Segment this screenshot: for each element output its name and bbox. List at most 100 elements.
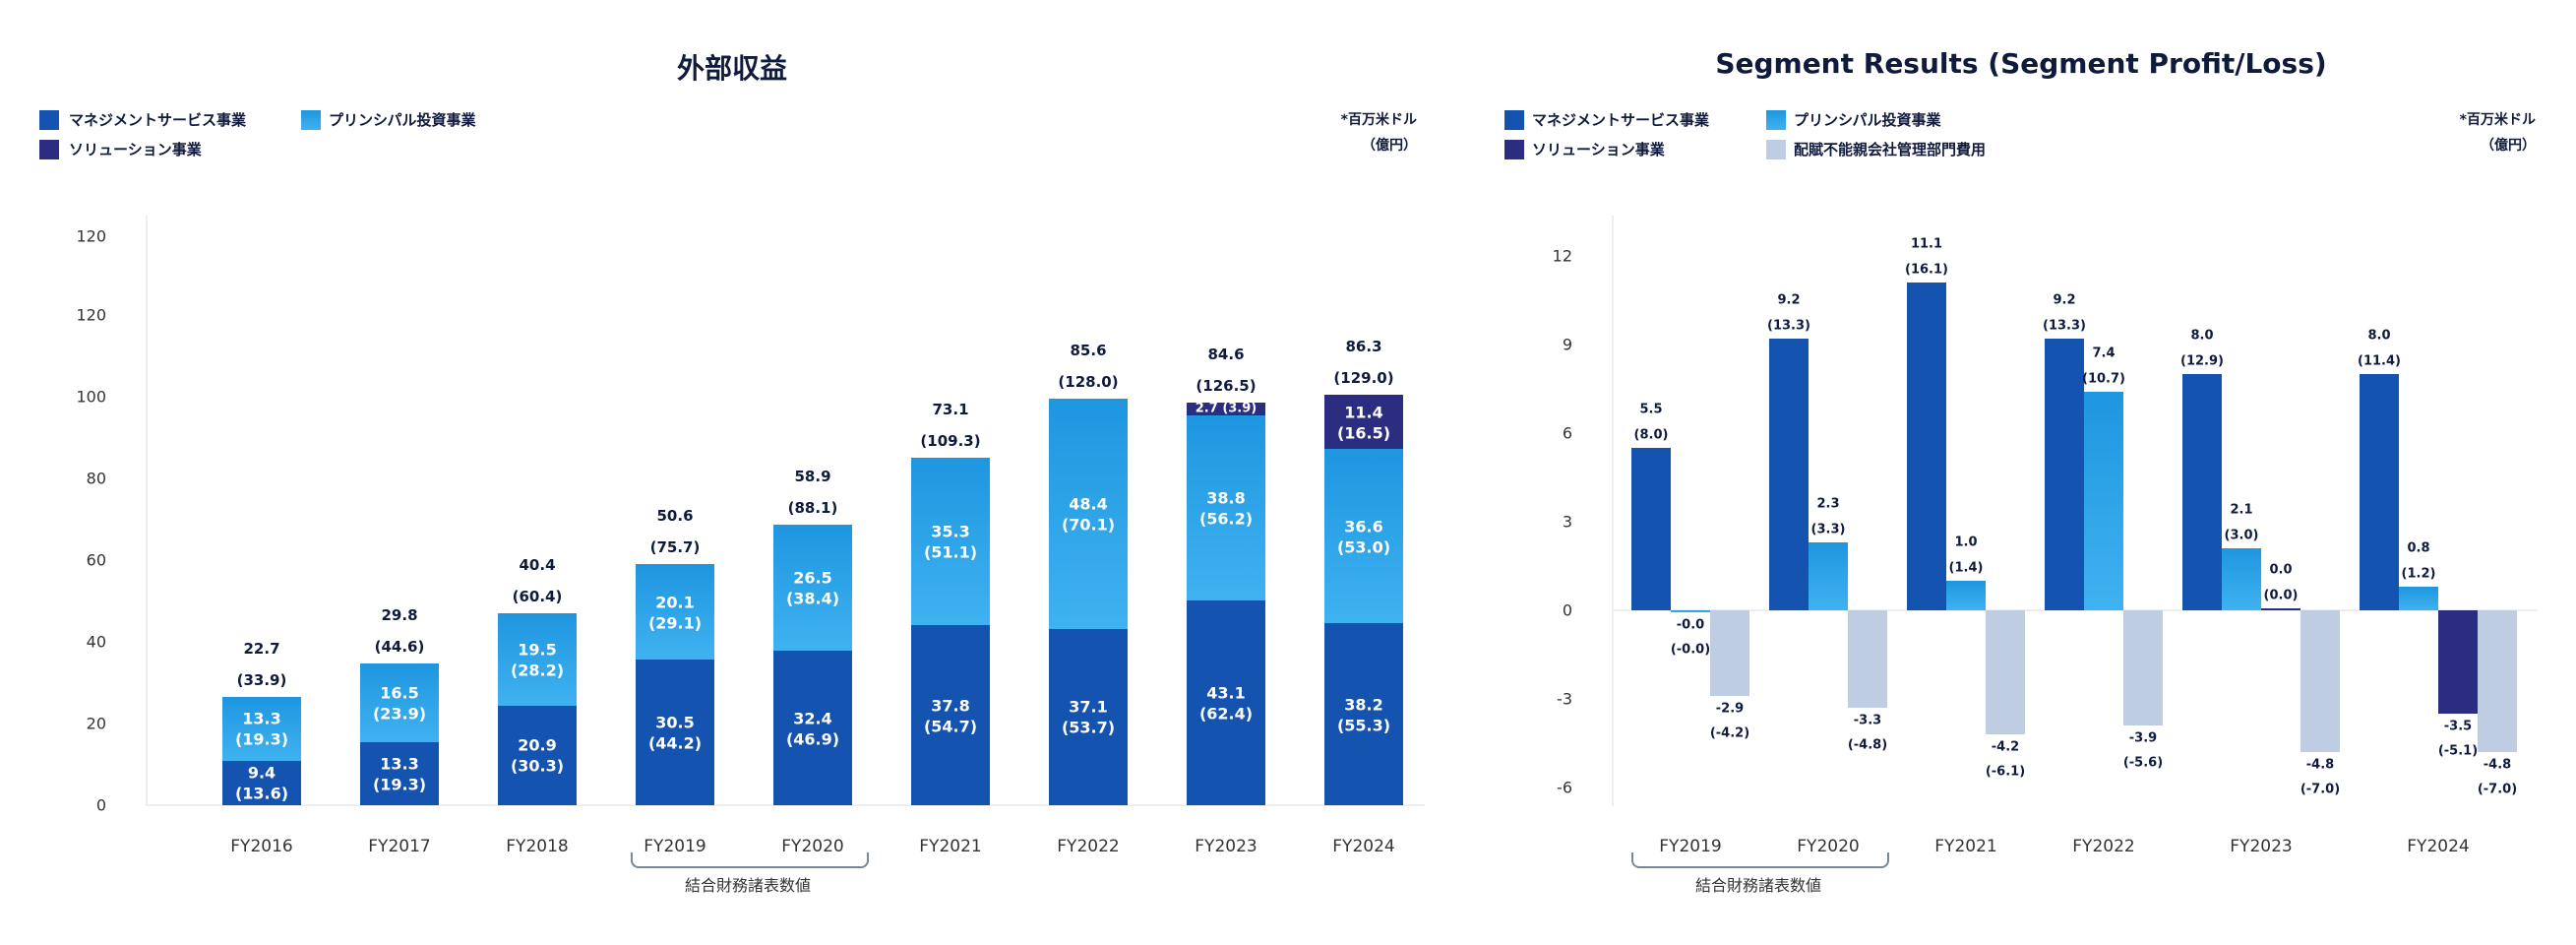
segment-value-yen: (28.2) — [510, 661, 565, 680]
bar-value-yen: (0.0) — [2263, 588, 2299, 603]
bar-segment-solution — [1324, 395, 1403, 450]
bar-value-yen: (-7.0) — [2477, 782, 2518, 797]
unit-label-usd: *百万米ドル — [1340, 112, 1417, 128]
y-tick-label: 6 — [1562, 423, 1572, 443]
segment-value-yen: (51.1) — [923, 542, 978, 562]
bar-management — [1631, 448, 1671, 610]
segment-value-usd: 19.5 — [518, 640, 557, 660]
y-tick-label: 0 — [95, 795, 106, 815]
total-value-yen: (75.7) — [649, 538, 701, 557]
bar-segment-solution — [1187, 402, 1265, 415]
segment-chart-title: Segment Results (Segment Profit/Loss) — [1715, 47, 2327, 80]
bar-value-yen: (16.1) — [1905, 262, 1948, 278]
bar-principal — [1671, 610, 1710, 612]
left-y-axis-line — [146, 216, 148, 806]
bar-value-usd: 11.1 — [1910, 236, 1943, 252]
total-value-yen: (60.4) — [512, 587, 563, 605]
x-tick-label: FY2023 — [2230, 837, 2293, 856]
bar-value-yen: (10.7) — [2082, 371, 2125, 387]
bar-value-usd: 2.1 — [2230, 502, 2253, 518]
bar-principal — [2399, 587, 2438, 610]
bar-segment-principal — [498, 612, 577, 706]
segment-value-yen: (30.3) — [510, 756, 565, 776]
y-tick-label: 20 — [86, 714, 106, 733]
x-tick-label: FY2022 — [2072, 837, 2135, 856]
total-value-usd: 73.1 — [932, 400, 969, 418]
y-tick-label: -6 — [1557, 778, 1572, 797]
segment-value-yen: (54.7) — [923, 717, 978, 736]
total-value-usd: 40.4 — [519, 555, 556, 574]
segment-value-yen: (19.3) — [234, 729, 289, 749]
total-value-usd: 84.6 — [1207, 345, 1245, 363]
bar-value-usd: -3.3 — [1853, 713, 1882, 728]
total-value-yen: (109.3) — [920, 431, 981, 450]
bar-value-usd: 1.0 — [1954, 535, 1978, 550]
legend-label-solution: ソリューション事業 — [69, 141, 202, 158]
y-tick-label: 12 — [1552, 246, 1572, 266]
bar-value-usd: -4.8 — [2483, 757, 2512, 773]
bar-value-usd: 8.0 — [2190, 328, 2214, 344]
bar-segment-principal — [636, 564, 714, 661]
bar-corporate — [1710, 610, 1749, 696]
total-value-yen: (44.6) — [374, 637, 425, 656]
segment-value-usd: 38.8 — [1206, 488, 1246, 508]
segment-value-usd: 37.8 — [931, 696, 970, 716]
legend-swatch-principal-2 — [1766, 110, 1786, 130]
x-tick-label: FY2022 — [1057, 837, 1120, 856]
bar-value-usd: -3.5 — [2443, 719, 2473, 734]
segment-value-yen: (46.9) — [785, 729, 840, 749]
y-tick-label: 100 — [76, 387, 106, 407]
segment-value-usd: 43.1 — [1206, 683, 1246, 703]
bar-principal — [1809, 542, 1848, 610]
bar-segment-management — [636, 660, 714, 805]
bar-principal — [2222, 548, 2261, 610]
bar-value-usd: 5.5 — [1639, 402, 1663, 417]
bar-value-yen: (3.0) — [2224, 528, 2259, 543]
bar-value-yen: (-6.1) — [1985, 764, 2026, 780]
legend-label-solution-2: ソリューション事業 — [1532, 141, 1665, 158]
legend-swatch-management — [39, 110, 59, 130]
segment-value-usd: 35.3 — [931, 522, 970, 541]
segment-value-yen: (16.5) — [1336, 423, 1391, 443]
bar-segment-principal — [773, 525, 852, 652]
legend-swatch-corporate — [1766, 140, 1786, 159]
x-tick-label: FY2023 — [1195, 837, 1257, 856]
legend-label-management: マネジメントサービス事業 — [69, 111, 247, 129]
bar-value-yen: (-5.6) — [2122, 755, 2164, 771]
bar-value-usd: -0.0 — [1676, 617, 1705, 633]
bar-value-yen: (11.4) — [2358, 353, 2401, 369]
bar-corporate — [1986, 610, 2025, 734]
total-value-usd: 85.6 — [1070, 341, 1107, 359]
legend-label-corporate: 配賦不能親会社管理部門費用 — [1794, 141, 1987, 158]
legend-swatch-solution-2 — [1504, 140, 1524, 159]
bar-value-yen: (13.3) — [1767, 318, 1810, 334]
bar-value-yen: (13.3) — [2043, 318, 2086, 334]
segment-value-usd: 48.4 — [1069, 494, 1108, 514]
y-tick-label: 40 — [86, 632, 106, 652]
bar-segment-principal — [1187, 414, 1265, 600]
bar-value-yen: (1.2) — [2401, 566, 2436, 582]
bar-corporate — [2478, 610, 2517, 752]
x-tick-label: FY2020 — [781, 837, 844, 856]
bar-management — [1907, 283, 1946, 610]
bar-value-usd: 9.2 — [1777, 292, 1801, 308]
y-tick-label: -3 — [1557, 689, 1572, 709]
bar-segment-principal — [1049, 398, 1128, 629]
bar-segment-principal — [222, 697, 301, 761]
segment-value-yen: (38.4) — [785, 589, 840, 608]
bar-value-yen: (1.4) — [1948, 560, 1984, 576]
bar-segment-management — [498, 705, 577, 805]
segment-value-usd: 13.3 — [380, 754, 419, 774]
x-tick-label: FY2016 — [230, 837, 293, 856]
right-bracket-label: 結合財務諸表数値 — [1694, 876, 1822, 895]
x-tick-label: FY2021 — [919, 837, 982, 856]
unit-label-yen-2: （億円） — [2481, 138, 2536, 154]
segment-value-usd: 30.5 — [655, 713, 695, 732]
bar-value-yen: (-4.8) — [1847, 737, 1888, 753]
total-value-yen: (88.1) — [787, 499, 838, 518]
bar-value-usd: 2.3 — [1816, 496, 1840, 512]
right-bracket — [1631, 852, 1889, 868]
segment-value-usd: 16.5 — [380, 683, 419, 703]
x-tick-label: FY2021 — [1934, 837, 1997, 856]
total-value-yen: (128.0) — [1058, 372, 1119, 391]
